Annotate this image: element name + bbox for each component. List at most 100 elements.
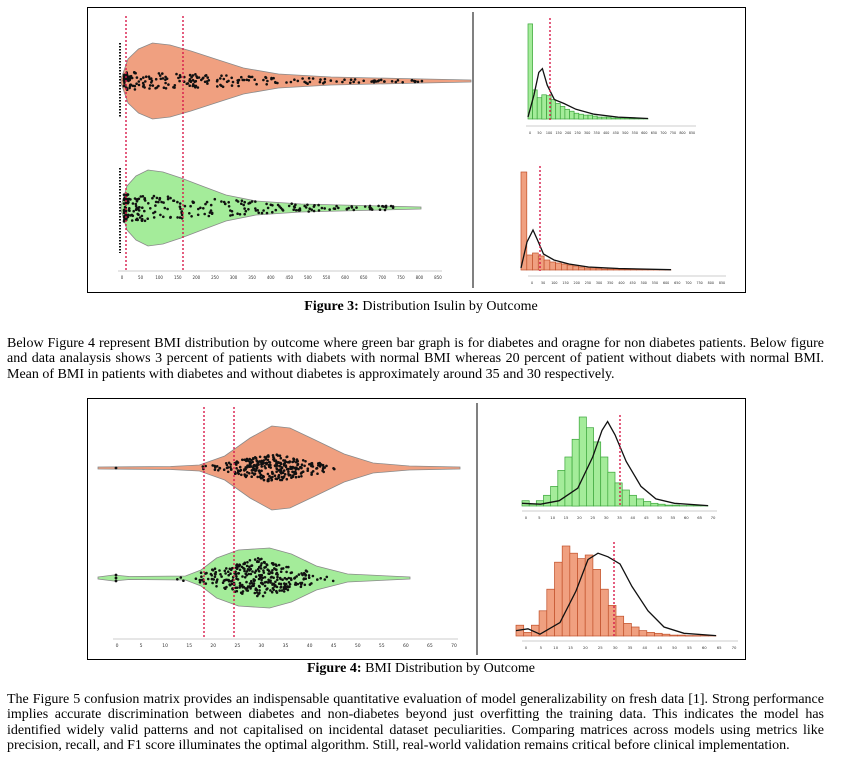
- swarm-point: [218, 569, 221, 572]
- swarm-point: [363, 205, 367, 208]
- swarm-point: [349, 78, 353, 81]
- swarm-point: [252, 467, 256, 470]
- swarm-point: [278, 464, 281, 468]
- swarm-point: [273, 585, 276, 588]
- histogram-bar: [621, 489, 630, 507]
- histogram-bar: [606, 116, 612, 120]
- swarm-point: [272, 76, 275, 80]
- swarm-point: [266, 581, 270, 584]
- swarm-point: [325, 464, 328, 468]
- swarm-point: [159, 77, 163, 81]
- swarm-point: [213, 572, 217, 576]
- swarm-point: [191, 84, 195, 88]
- swarm-point: [247, 75, 251, 78]
- swarm-point: [307, 210, 310, 213]
- swarm-point: [266, 479, 270, 483]
- swarm-point: [296, 79, 300, 83]
- swarm-point: [300, 475, 303, 478]
- swarm-point: [143, 209, 146, 213]
- swarm-point: [166, 195, 170, 198]
- x-tick-label: 800: [679, 131, 685, 135]
- swarm-point: [317, 209, 321, 212]
- swarm-point: [154, 204, 157, 207]
- swarm-point: [279, 577, 282, 581]
- swarm-point: [288, 460, 292, 463]
- swarm-point: [254, 569, 258, 572]
- swarm-point: [196, 86, 200, 89]
- x-tick-label: 100: [551, 281, 557, 285]
- swarm-point: [194, 84, 198, 88]
- swarm-point: [278, 589, 281, 592]
- swarm-point: [264, 76, 268, 80]
- swarm-point: [201, 77, 204, 80]
- swarm-point: [310, 464, 313, 468]
- swarm-point: [276, 454, 280, 457]
- swarm-point: [287, 581, 291, 584]
- x-tick-label: 750: [397, 275, 405, 280]
- swarm-point: [179, 576, 183, 579]
- swarm-point: [259, 564, 263, 567]
- swarm-point: [281, 471, 285, 475]
- swarm-point: [210, 574, 214, 577]
- swarm-point: [277, 563, 281, 567]
- swarm-point: [204, 582, 208, 585]
- swarm-point: [194, 79, 198, 83]
- swarm-point: [172, 199, 175, 202]
- swarm-point: [229, 580, 233, 583]
- swarm-point: [282, 475, 286, 478]
- histogram-bar: [629, 118, 635, 120]
- swarm-point: [135, 200, 139, 203]
- swarm-point: [270, 77, 273, 81]
- swarm-point: [122, 84, 126, 88]
- histogram-bar: [600, 456, 609, 507]
- swarm-point: [355, 206, 358, 209]
- swarm-point: [236, 572, 240, 575]
- swarm-point: [257, 570, 261, 573]
- histogram-bar: [541, 94, 547, 120]
- swarm-point: [275, 568, 278, 571]
- outlier-point: [114, 573, 118, 577]
- swarm-point: [318, 461, 321, 465]
- x-tick-label: 200: [193, 275, 201, 280]
- swarm-point: [260, 463, 263, 466]
- swarm-point: [266, 206, 270, 210]
- histogram-bar: [631, 626, 640, 637]
- swarm-point: [236, 212, 239, 215]
- swarm-point: [258, 589, 261, 592]
- swarm-point: [166, 207, 169, 211]
- swarm-point: [256, 567, 260, 571]
- swarm-point: [238, 581, 242, 585]
- swarm-point: [321, 463, 325, 467]
- violin-diabetes: [97, 547, 411, 609]
- paragraph-bmi-description: Below Figure 4 represent BMI distributio…: [7, 336, 824, 382]
- swarm-point: [297, 573, 301, 576]
- swarm-point: [325, 575, 329, 579]
- swarm-point: [285, 477, 289, 481]
- swarm-point: [230, 76, 233, 80]
- swarm-point: [235, 564, 238, 567]
- swarm-point: [147, 75, 151, 78]
- swarm-point: [227, 205, 231, 208]
- x-tick-label: 60: [684, 515, 689, 520]
- kde-curve: [527, 67, 649, 120]
- outlier-point: [114, 466, 118, 470]
- x-tick-label: 65: [697, 515, 702, 520]
- swarm-point: [261, 594, 265, 598]
- swarm-point: [420, 79, 424, 83]
- x-tick-label: 450: [629, 281, 635, 285]
- swarm-point: [275, 467, 279, 470]
- swarm-point: [148, 84, 152, 87]
- swarm-point: [224, 572, 227, 575]
- swarm-point: [255, 466, 259, 469]
- histogram-bar: [527, 23, 533, 120]
- violin-non-diabetes: [120, 42, 472, 120]
- swarm-point: [306, 467, 310, 470]
- swarm-point: [169, 216, 172, 219]
- x-tick-label: 40: [642, 645, 647, 650]
- swarm-point: [312, 209, 316, 213]
- swarm-point: [284, 465, 288, 469]
- histogram-bar: [671, 504, 680, 507]
- x-tick-label: 550: [652, 281, 658, 285]
- x-tick-label: 150: [174, 275, 182, 280]
- x-tick-label: 650: [674, 281, 680, 285]
